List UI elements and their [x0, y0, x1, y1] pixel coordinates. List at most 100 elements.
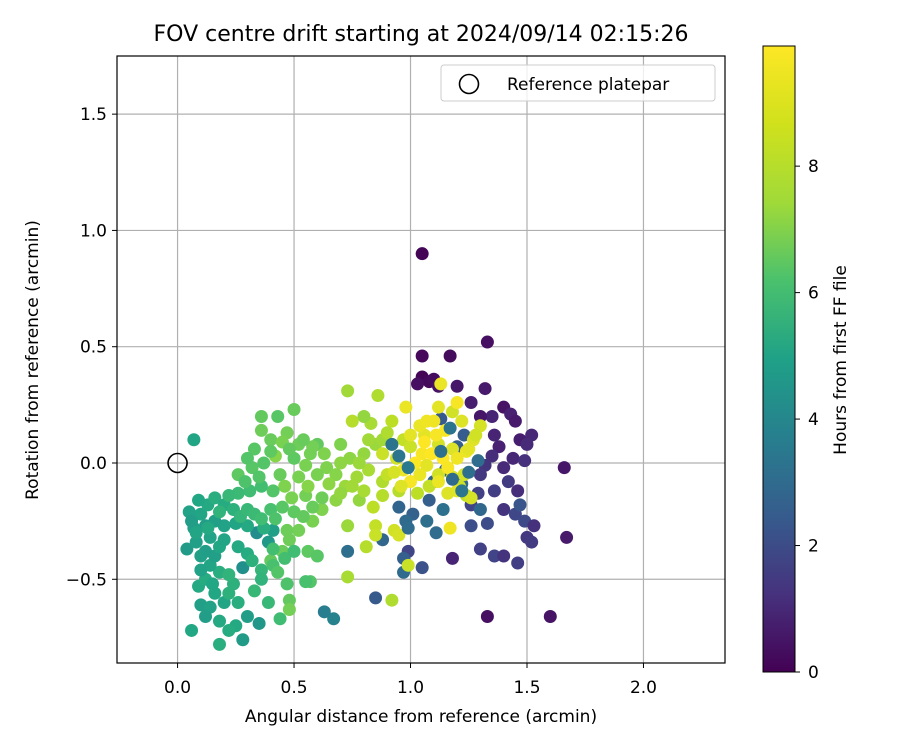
colorbar-tick-label: 0 [808, 663, 819, 683]
data-point [376, 489, 390, 503]
x-tick-label: 2.0 [630, 678, 657, 698]
data-point [329, 468, 343, 482]
data-point [306, 500, 320, 514]
data-point [273, 468, 287, 482]
data-point [240, 609, 254, 623]
data-point [485, 409, 499, 423]
data-point [206, 577, 220, 591]
data-point [450, 379, 464, 393]
data-point [401, 461, 415, 475]
data-point [385, 414, 399, 428]
data-point [420, 414, 434, 428]
data-point [278, 479, 292, 493]
data-point [240, 451, 254, 465]
data-point [306, 440, 320, 454]
data-point [189, 535, 203, 549]
reference-platepar-marker [167, 452, 188, 474]
data-point [501, 475, 515, 489]
data-point [236, 561, 250, 575]
data-point [431, 400, 445, 414]
data-point [369, 591, 383, 605]
data-point [487, 549, 501, 563]
data-point [420, 514, 434, 528]
data-point [473, 468, 487, 482]
legend-box [440, 64, 716, 102]
data-point [557, 461, 571, 475]
data-point [194, 507, 208, 521]
data-point [369, 528, 383, 542]
data-point [385, 437, 399, 451]
data-point [282, 593, 296, 607]
data-point [520, 437, 534, 451]
data-point [292, 470, 306, 484]
data-point [322, 477, 336, 491]
data-point [497, 503, 511, 517]
data-point [380, 426, 394, 440]
data-point [254, 409, 268, 423]
data-point [187, 433, 201, 447]
data-point [254, 423, 268, 437]
data-point [252, 616, 266, 630]
data-point [357, 484, 371, 498]
colorbar-label: Hours from first FF file [831, 265, 851, 455]
data-point [271, 565, 285, 579]
data-point [366, 500, 380, 514]
data-point [450, 396, 464, 410]
y-tick-label: 0.5 [80, 338, 107, 358]
data-point [222, 568, 236, 582]
grid-lines [117, 56, 725, 663]
data-point [473, 542, 487, 556]
data-point [362, 463, 376, 477]
colorbar-tick-label: 2 [808, 537, 819, 557]
data-point [392, 500, 406, 514]
data-point [254, 572, 268, 586]
legend-label: Reference platepar [507, 75, 669, 95]
data-point [371, 389, 385, 403]
data-point [327, 612, 341, 626]
data-point [455, 414, 469, 428]
data-point [511, 484, 525, 498]
data-point [455, 484, 469, 498]
data-point [222, 623, 236, 637]
data-point [296, 433, 310, 447]
data-point [266, 542, 280, 556]
y-axis-label: Rotation from reference (arcmin) [23, 220, 43, 500]
colorbar-tick-label: 6 [808, 284, 819, 304]
data-point [261, 596, 275, 610]
legend-marker [458, 73, 480, 95]
data-point [404, 440, 418, 454]
data-point [411, 486, 425, 500]
data-point [257, 456, 271, 470]
data-point [392, 449, 406, 463]
data-point [369, 519, 383, 533]
data-point [280, 577, 294, 591]
x-tick-label: 1.0 [397, 678, 424, 698]
data-point [317, 447, 331, 461]
colorbar-tick-label: 4 [808, 410, 819, 430]
data-point [392, 528, 406, 542]
data-point [334, 486, 348, 500]
data-point [212, 505, 226, 519]
data-point [478, 382, 492, 396]
data-point [212, 637, 226, 651]
data-point [506, 451, 520, 465]
data-point [296, 509, 310, 523]
data-point [513, 498, 527, 512]
plot-frame [116, 55, 726, 664]
data-point [287, 544, 301, 558]
data-point [464, 396, 478, 410]
x-axis-ticks: 0.0 0.5 1.0 1.5 2.0 [164, 663, 657, 698]
data-point [341, 570, 355, 584]
data-point [189, 526, 203, 540]
data-point [429, 428, 443, 442]
data-point [240, 519, 254, 533]
data-point [485, 449, 499, 463]
data-point [231, 596, 245, 610]
data-point [464, 519, 478, 533]
data-point [394, 479, 408, 493]
data-point [231, 540, 245, 554]
x-tick-label: 0.0 [164, 678, 191, 698]
data-point [511, 556, 525, 570]
data-point [462, 442, 476, 456]
data-point [310, 549, 324, 563]
